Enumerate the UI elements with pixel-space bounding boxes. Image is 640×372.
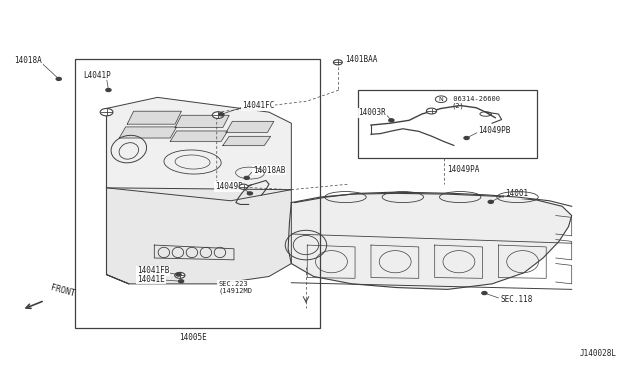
Circle shape [482,292,487,295]
Polygon shape [106,188,291,284]
Polygon shape [127,111,181,124]
Polygon shape [119,127,177,138]
Polygon shape [175,115,229,128]
Circle shape [179,280,184,283]
Text: 14005E: 14005E [179,333,207,342]
Circle shape [247,192,252,195]
Circle shape [244,176,249,179]
Circle shape [100,109,113,116]
Text: 14049PB: 14049PB [478,126,511,135]
Circle shape [212,112,224,118]
Polygon shape [226,121,274,132]
Text: (14912MD: (14912MD [218,288,252,295]
Polygon shape [170,131,228,141]
Circle shape [389,119,394,122]
Text: J140028L: J140028L [579,349,616,358]
Text: N: N [438,97,444,102]
Text: 14041E: 14041E [137,275,165,283]
Bar [75,59,320,328]
Circle shape [175,272,185,278]
Text: SEC.223: SEC.223 [218,281,248,287]
Text: 14049PA: 14049PA [447,165,480,174]
Text: (2): (2) [452,102,465,109]
Text: 14041FC: 14041FC [243,101,275,110]
Text: 14018A: 14018A [14,56,42,65]
Text: 14049P: 14049P [215,182,243,191]
Circle shape [106,89,111,92]
Circle shape [239,184,248,189]
Text: 1401BAA: 1401BAA [346,55,378,64]
Polygon shape [223,137,271,145]
Text: 14041FB: 14041FB [137,266,170,275]
Text: SEC.118: SEC.118 [500,295,532,304]
Circle shape [176,273,181,276]
Polygon shape [288,193,572,289]
Text: L4041P: L4041P [83,71,111,80]
Bar [358,90,537,158]
Polygon shape [106,97,291,201]
Circle shape [219,113,224,116]
Text: 14018AB: 14018AB [253,166,285,174]
Circle shape [426,108,436,114]
Circle shape [56,77,61,80]
Circle shape [333,60,342,65]
Circle shape [488,201,493,203]
Polygon shape [106,109,129,284]
Circle shape [464,137,469,140]
Text: 14003R: 14003R [358,108,386,118]
Text: 14001: 14001 [505,189,528,198]
Text: FRONT: FRONT [49,283,76,299]
Text: 06314-26600: 06314-26600 [449,96,500,102]
